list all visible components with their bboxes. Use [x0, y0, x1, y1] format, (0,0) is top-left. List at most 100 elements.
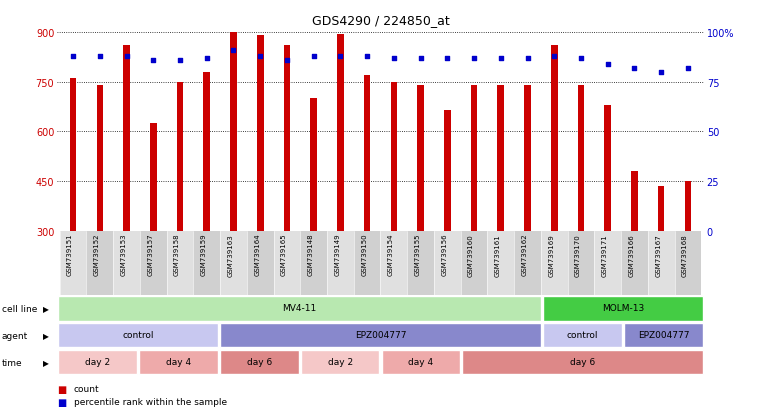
Text: EPZ004777: EPZ004777: [355, 330, 406, 339]
Point: [575, 55, 587, 62]
Text: day 6: day 6: [247, 357, 272, 366]
Text: count: count: [74, 384, 100, 393]
Bar: [193, 231, 220, 295]
Bar: [150, 124, 157, 231]
Bar: [327, 231, 354, 295]
Point: [228, 47, 240, 54]
Bar: [87, 231, 113, 295]
Text: GSM739164: GSM739164: [254, 233, 260, 276]
Text: day 2: day 2: [85, 357, 110, 366]
Point: [174, 57, 186, 64]
Bar: [381, 350, 460, 375]
Text: agent: agent: [2, 331, 27, 340]
Point: [94, 54, 106, 60]
Point: [682, 65, 694, 72]
Text: cell line: cell line: [2, 304, 37, 313]
Bar: [113, 231, 140, 295]
Point: [388, 55, 400, 62]
Text: ▶: ▶: [43, 331, 49, 340]
Bar: [541, 231, 568, 295]
Text: GSM739168: GSM739168: [682, 233, 688, 276]
Bar: [337, 36, 344, 231]
Bar: [380, 231, 407, 295]
Bar: [123, 46, 130, 231]
Bar: [594, 231, 621, 295]
Text: GSM739171: GSM739171: [602, 233, 608, 276]
Bar: [220, 323, 541, 348]
Bar: [58, 323, 218, 348]
Bar: [140, 231, 167, 295]
Text: GSM739167: GSM739167: [655, 233, 661, 276]
Text: EPZ004777: EPZ004777: [638, 330, 689, 339]
Bar: [220, 350, 298, 375]
Point: [602, 62, 614, 68]
Text: GSM739154: GSM739154: [388, 233, 394, 275]
Bar: [685, 182, 691, 231]
Text: GSM739152: GSM739152: [94, 233, 100, 275]
Bar: [514, 231, 541, 295]
Text: GSM739163: GSM739163: [228, 233, 234, 276]
Bar: [631, 172, 638, 231]
Text: GSM739160: GSM739160: [468, 233, 474, 276]
Bar: [284, 46, 290, 231]
Bar: [543, 297, 703, 321]
Text: GSM739151: GSM739151: [67, 233, 73, 276]
Bar: [247, 231, 274, 295]
Point: [415, 55, 427, 62]
Bar: [354, 231, 380, 295]
Point: [120, 54, 132, 60]
Bar: [58, 297, 541, 321]
Text: GSM739170: GSM739170: [575, 233, 581, 276]
Bar: [434, 231, 460, 295]
Text: ▶: ▶: [43, 304, 49, 313]
Text: MOLM-13: MOLM-13: [602, 304, 645, 313]
Bar: [621, 231, 648, 295]
Text: GSM739159: GSM739159: [201, 233, 207, 276]
Text: GSM739169: GSM739169: [548, 233, 554, 276]
Point: [441, 55, 454, 62]
Bar: [364, 76, 371, 231]
Text: ■: ■: [57, 396, 66, 407]
Point: [67, 54, 79, 60]
Bar: [674, 231, 701, 295]
Bar: [658, 187, 664, 231]
Text: GSM739157: GSM739157: [148, 233, 153, 276]
Bar: [417, 86, 424, 231]
Point: [548, 54, 560, 60]
Bar: [390, 83, 397, 231]
Point: [629, 65, 641, 72]
Bar: [648, 231, 674, 295]
Text: GSM739155: GSM739155: [415, 233, 421, 275]
Bar: [624, 323, 703, 348]
Bar: [407, 231, 434, 295]
Text: GSM739162: GSM739162: [521, 233, 527, 276]
Bar: [524, 86, 531, 231]
Bar: [604, 106, 611, 231]
Point: [655, 69, 667, 76]
Bar: [203, 73, 210, 231]
Text: GSM739161: GSM739161: [495, 233, 501, 276]
Bar: [301, 231, 327, 295]
Text: GSM739158: GSM739158: [174, 233, 180, 276]
Bar: [301, 350, 380, 375]
Text: GSM739148: GSM739148: [307, 233, 314, 276]
Text: GSM739149: GSM739149: [334, 233, 340, 276]
Bar: [543, 323, 622, 348]
Bar: [177, 83, 183, 231]
Text: day 2: day 2: [327, 357, 352, 366]
Text: ▶: ▶: [43, 358, 49, 367]
Bar: [471, 86, 477, 231]
Bar: [60, 231, 87, 295]
Point: [521, 55, 533, 62]
Text: MV4-11: MV4-11: [282, 304, 317, 313]
Bar: [167, 231, 193, 295]
Text: day 4: day 4: [409, 357, 434, 366]
Point: [201, 55, 213, 62]
Bar: [70, 79, 76, 231]
Point: [254, 54, 266, 60]
Bar: [97, 86, 103, 231]
Text: GDS4290 / 224850_at: GDS4290 / 224850_at: [311, 14, 450, 27]
Text: day 6: day 6: [570, 357, 595, 366]
Point: [361, 54, 373, 60]
Text: control: control: [123, 330, 154, 339]
